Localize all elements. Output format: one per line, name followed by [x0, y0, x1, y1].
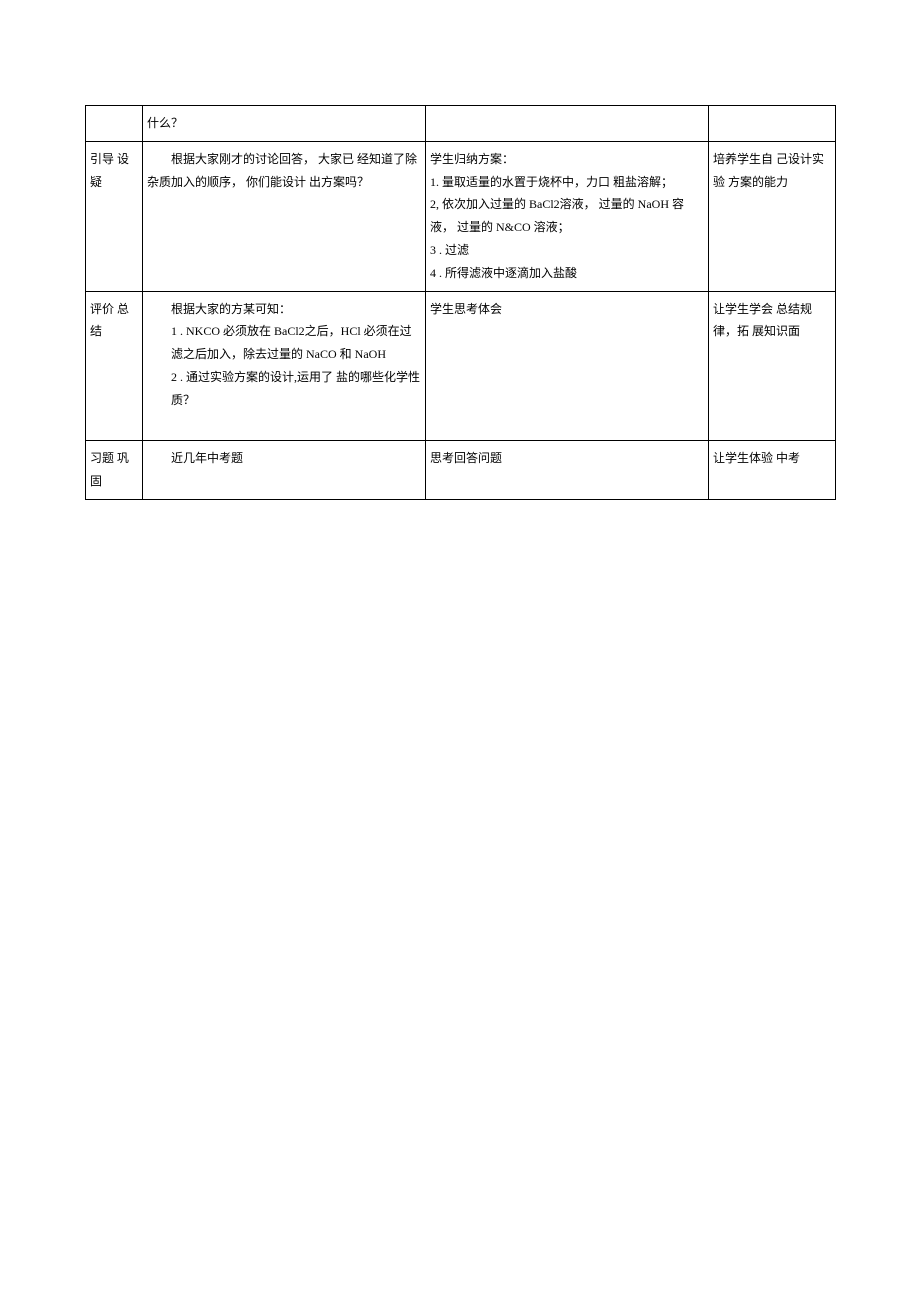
cell-student-activity: 学生思考体会: [426, 291, 709, 441]
text-line: 2 . 通过实验方案的设计,运用了 盐的哪些化学性质？: [147, 366, 421, 412]
cell-teacher-activity: 根据大家的方某可知： 1 . NKCO 必须放在 BaCl2之后，HCl 必须在…: [143, 291, 426, 441]
table-row: 引导 设疑 根据大家刚才的讨论回答， 大家已 经知道了除杂质加入的顺序， 你们能…: [86, 141, 836, 291]
cell-teacher-activity: 根据大家刚才的讨论回答， 大家已 经知道了除杂质加入的顺序， 你们能设计 出方案…: [143, 141, 426, 291]
text-line: 学生归纳方案：: [430, 148, 704, 171]
text-line: 1. 量取适量的水置于烧杯中，力口 粗盐溶解；: [430, 171, 704, 194]
cell-stage: 习题 巩固: [86, 441, 143, 500]
text-line: 1 . NKCO 必须放在 BaCl2之后，HCl 必须在过滤之后加入，除去过量…: [147, 320, 421, 366]
text-line: 4 . 所得滤液中逐滴加入盐酸: [430, 262, 704, 285]
text-line: 2, 依次加入过量的 BaCl2溶液， 过量的 NaOH 容液， 过量的 N&C…: [430, 193, 704, 239]
cell-purpose: [709, 106, 836, 142]
cell-stage: 引导 设疑: [86, 141, 143, 291]
table-row: 评价 总结 根据大家的方某可知： 1 . NKCO 必须放在 BaCl2之后，H…: [86, 291, 836, 441]
text-spacer: [147, 412, 421, 435]
cell-stage: [86, 106, 143, 142]
table-row: 什么？: [86, 106, 836, 142]
cell-teacher-activity: 近几年中考题: [143, 441, 426, 500]
cell-student-activity: 思考回答问题: [426, 441, 709, 500]
cell-student-activity: [426, 106, 709, 142]
text-line: 3 . 过滤: [430, 239, 704, 262]
cell-purpose: 让学生体验 中考: [709, 441, 836, 500]
text-line: 根据大家刚才的讨论回答， 大家已 经知道了除杂质加入的顺序， 你们能设计 出方案…: [147, 148, 421, 194]
cell-stage: 评价 总结: [86, 291, 143, 441]
table-row: 习题 巩固 近几年中考题 思考回答问题 让学生体验 中考: [86, 441, 836, 500]
cell-teacher-activity: 什么？: [143, 106, 426, 142]
cell-purpose: 培养学生自 己设计实验 方案的能力: [709, 141, 836, 291]
cell-purpose: 让学生学会 总结规律，拓 展知识面: [709, 291, 836, 441]
cell-student-activity: 学生归纳方案： 1. 量取适量的水置于烧杯中，力口 粗盐溶解； 2, 依次加入过…: [426, 141, 709, 291]
lesson-plan-table: 什么？ 引导 设疑 根据大家刚才的讨论回答， 大家已 经知道了除杂质加入的顺序，…: [85, 105, 836, 500]
text-line: 近几年中考题: [147, 447, 421, 470]
text-line: 根据大家的方某可知：: [147, 298, 421, 321]
